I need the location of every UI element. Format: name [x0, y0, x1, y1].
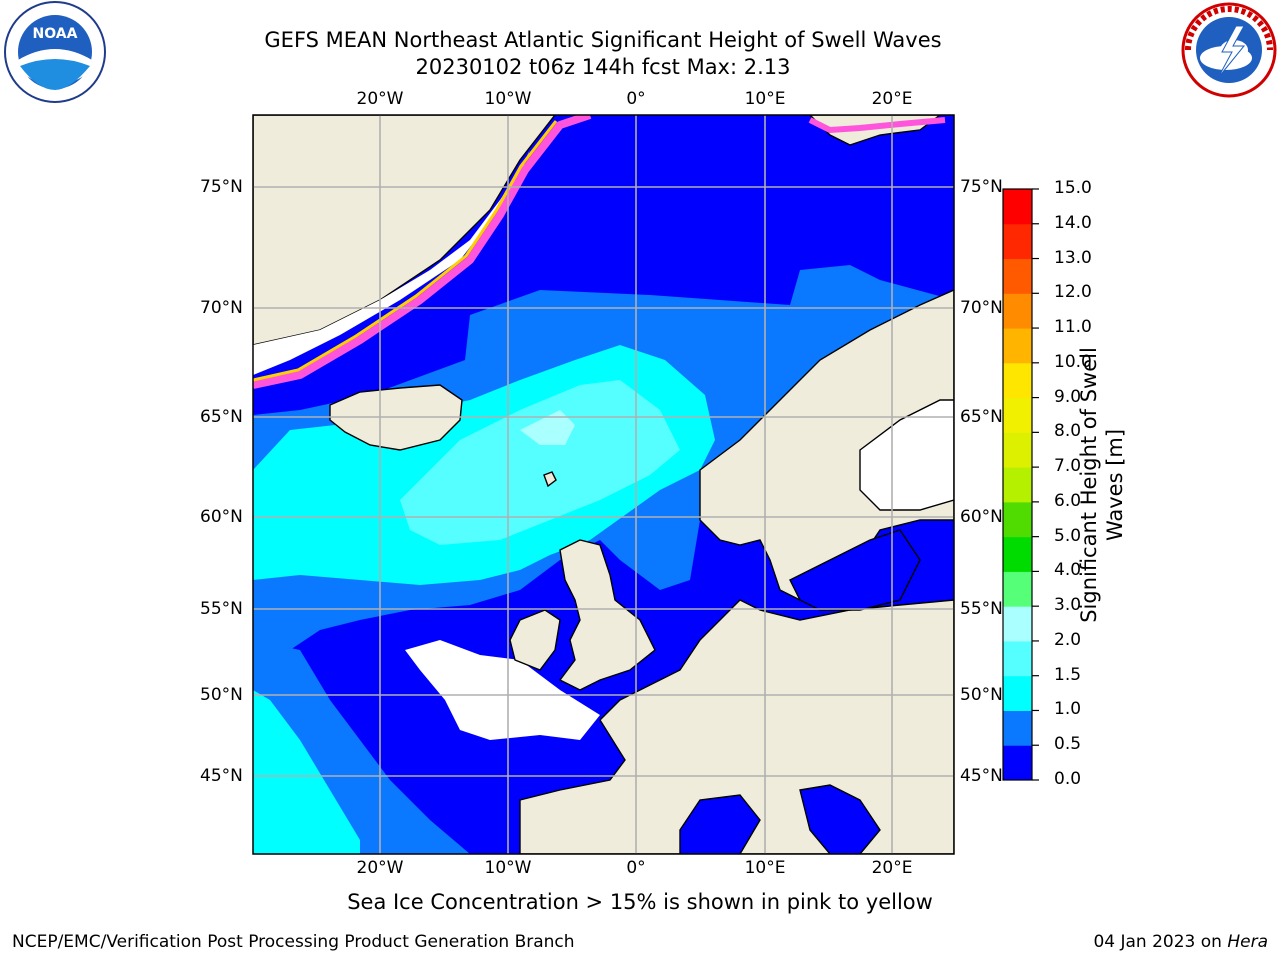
land — [253, 115, 954, 854]
colorbar-tick-label: 11.0 — [1054, 317, 1092, 338]
lon-label-bottom-0: 0° — [626, 858, 646, 878]
colorbar-tick-label: 0.5 — [1054, 734, 1082, 755]
colorbar-tick-label: 5.0 — [1054, 525, 1082, 546]
colorbar-tick-label: 1.5 — [1054, 664, 1082, 685]
swell-band-1.5-2.0 — [400, 380, 680, 545]
footer-right: 04 Jan 2023 on Hera — [1093, 932, 1268, 952]
colorbar-tick-label: 6.0 — [1054, 490, 1082, 511]
colorbar-tick-label: 15.0 — [1054, 178, 1092, 198]
colorbar-segment — [1003, 189, 1032, 225]
lon-label-top-20w: 20°W — [356, 89, 404, 109]
noaa-logo: NOAA — [4, 1, 106, 103]
sea-ice-edge — [253, 115, 592, 389]
lon-label-bottom-20e: 20°E — [871, 858, 913, 878]
lon-label-top-20e: 20°E — [871, 89, 913, 109]
nws-logo — [1181, 2, 1277, 98]
footer-date: 04 Jan 2023 on — [1093, 932, 1228, 952]
chart-title: GEFS MEAN Northeast Atlantic Significant… — [264, 28, 942, 52]
lat-label-right-55n: 55°N — [960, 599, 1003, 619]
chart-subtitle: 20230102 t06z 144h fcst Max: 2.13 — [415, 55, 791, 79]
colorbar-tick-label: 10.0 — [1054, 351, 1092, 372]
mediterranean-west — [679, 794, 761, 854]
lon-label-bottom-20w: 20°W — [356, 858, 404, 878]
footer-left: NCEP/EMC/Verification Post Processing Pr… — [12, 932, 575, 952]
colorbar-tick-label: 14.0 — [1054, 212, 1092, 233]
no-data-bay-of-biscay — [405, 640, 600, 740]
lat-label-left-60n: 60°N — [200, 507, 243, 527]
colorbar-tick-label: 2.0 — [1054, 629, 1082, 650]
colorbar-title-line1: Significant Height of Swell — [1077, 347, 1101, 623]
colorbar-segment — [1003, 328, 1032, 364]
colorbar-segment — [1003, 432, 1032, 468]
colorbar-segment — [1003, 745, 1032, 781]
lat-label-left-55n: 55°N — [200, 599, 243, 619]
colorbar-tick-label: 12.0 — [1054, 282, 1092, 303]
great-britain — [558, 539, 656, 691]
sea-ice-svalbard — [808, 117, 946, 134]
colorbar-segment — [1003, 710, 1032, 746]
colorbar-title: Significant Height of Swell Waves [m] — [1076, 347, 1128, 623]
colorbar-segment — [1003, 536, 1032, 572]
lon-label-top-10e: 10°E — [744, 89, 786, 109]
lat-label-right-50n: 50°N — [960, 685, 1003, 705]
map-frame — [252, 114, 955, 855]
colorbar-tick-label: 0.0 — [1054, 769, 1082, 789]
colorbar-segment — [1003, 397, 1032, 433]
colorbar-tick-label: 8.0 — [1054, 421, 1082, 442]
swell-band-1.0-1.5-south — [253, 690, 360, 854]
lat-label-right-45n: 45°N — [960, 766, 1003, 786]
colorbar-tick-label: 3.0 — [1054, 595, 1082, 616]
lat-label-right-65n: 65°N — [960, 407, 1003, 427]
gulf-of-bothnia — [859, 399, 954, 511]
lat-label-left-75n: 75°N — [200, 177, 243, 197]
ice-note: Sea Ice Concentration > 15% is shown in … — [347, 890, 933, 914]
colorbar-tick-label: 7.0 — [1054, 456, 1082, 477]
colorbar-segment — [1003, 640, 1032, 677]
colorbar-tick-label: 9.0 — [1054, 386, 1082, 407]
graticule — [253, 115, 954, 854]
lon-label-top-0: 0° — [626, 89, 646, 109]
colorbar-segment — [1003, 675, 1032, 711]
colorbar-segment — [1003, 223, 1032, 260]
lat-label-right-60n: 60°N — [960, 507, 1003, 527]
colorbar-tick-label: 4.0 — [1054, 560, 1082, 581]
baltic-sea — [789, 529, 921, 611]
lat-label-left-70n: 70°N — [200, 298, 243, 318]
lat-label-left-65n: 65°N — [200, 407, 243, 427]
greenland-ice-gap — [253, 150, 530, 375]
colorbar-tick-label: 13.0 — [1054, 247, 1092, 268]
colorbar-segment — [1003, 571, 1032, 607]
colorbar-segment — [1003, 293, 1032, 329]
swell-band-2.0-3.0 — [520, 410, 575, 445]
colorbar-segment — [1003, 258, 1032, 294]
sea-ice-edge-yellow — [253, 120, 558, 382]
lon-label-bottom-10w: 10°W — [484, 858, 532, 878]
lon-label-top-10w: 10°W — [484, 89, 532, 109]
footer-host: Hera — [1227, 932, 1268, 952]
ireland — [509, 609, 561, 671]
faroe-islands — [543, 471, 557, 488]
lat-label-left-50n: 50°N — [200, 685, 243, 705]
lat-label-right-70n: 70°N — [960, 298, 1003, 318]
colorbar-segment — [1003, 362, 1032, 399]
colorbar-tick-label: 1.0 — [1054, 699, 1082, 720]
colorbar-segment — [1003, 606, 1032, 642]
lon-label-bottom-10e: 10°E — [744, 858, 786, 878]
lat-label-right-75n: 75°N — [960, 177, 1003, 197]
colorbar-segment — [1003, 467, 1032, 503]
lat-label-left-45n: 45°N — [200, 766, 243, 786]
italy-sea — [799, 784, 881, 854]
colorbar-title-line2: Waves [m] — [1103, 428, 1127, 542]
noaa-logo-text: NOAA — [33, 26, 78, 42]
colorbar-segment — [1003, 501, 1032, 538]
